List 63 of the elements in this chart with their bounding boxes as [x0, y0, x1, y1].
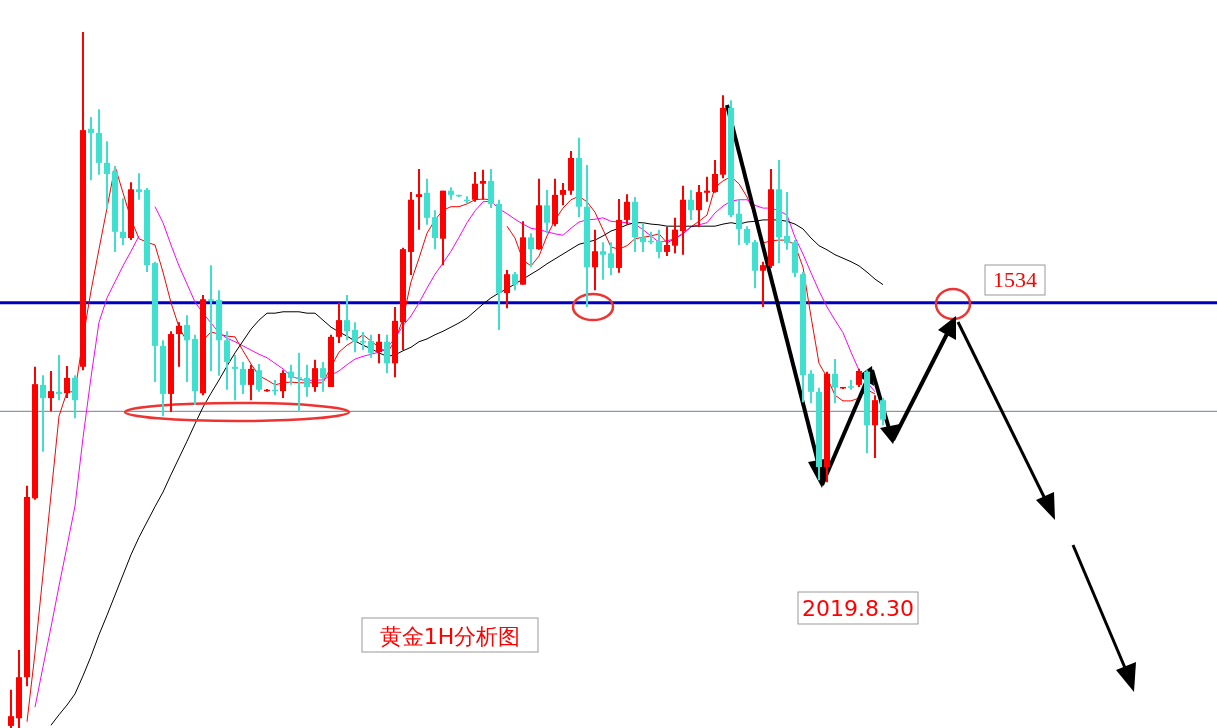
text: 1534 — [993, 267, 1037, 292]
candlestick — [232, 353, 238, 402]
candlestick — [784, 191, 790, 251]
candlestick — [256, 362, 262, 393]
candlestick — [808, 369, 814, 404]
candlestick — [320, 360, 326, 393]
text: 黄金1H分析图 — [379, 624, 521, 649]
candlestick — [832, 358, 838, 404]
candlestick — [704, 175, 710, 203]
candlestick — [48, 369, 54, 413]
candlestick — [304, 363, 310, 398]
annotation: 2019.8.30 — [802, 596, 914, 621]
candlestick — [432, 209, 438, 251]
candlestick — [344, 294, 350, 342]
candlestick — [608, 241, 614, 276]
candlestick — [672, 216, 678, 255]
candlestick — [288, 363, 294, 386]
candlestick — [744, 225, 750, 246]
candlestick — [736, 198, 742, 246]
candlestick — [120, 197, 126, 246]
candlestick — [600, 241, 606, 281]
candlestick — [360, 330, 366, 352]
candlestick — [40, 374, 46, 453]
candlestick — [640, 221, 646, 253]
candlestick — [280, 369, 286, 400]
candlestick — [224, 330, 230, 391]
candlestick — [488, 168, 494, 210]
candlestick — [472, 170, 478, 203]
candlestick — [208, 264, 214, 372]
candlestick — [336, 301, 342, 345]
candlestick — [416, 168, 422, 231]
candlestick — [376, 333, 382, 365]
candlestick — [528, 232, 534, 269]
candlestick — [592, 228, 598, 292]
candlestick — [72, 374, 78, 420]
candlestick — [88, 115, 94, 182]
candlestick — [544, 188, 550, 235]
candlestick — [176, 321, 182, 368]
candlestick — [184, 314, 190, 384]
candlestick — [296, 351, 302, 414]
candlestick — [880, 397, 886, 427]
candlestick — [384, 333, 390, 375]
candlestick — [696, 184, 702, 228]
candlestick — [760, 260, 766, 308]
candlestick — [56, 353, 62, 402]
candlestick — [624, 193, 630, 226]
candlestick — [688, 188, 694, 221]
candlestick — [64, 365, 70, 400]
candlestick — [240, 360, 246, 395]
candlestick — [312, 358, 318, 393]
candlestick — [368, 333, 374, 359]
candlestick — [104, 140, 110, 210]
candlestick — [136, 172, 142, 201]
candlestick — [248, 363, 254, 402]
candlestick — [856, 367, 862, 388]
candlestick — [8, 688, 14, 728]
candlestick — [560, 182, 566, 207]
candlestick — [656, 228, 662, 260]
candlestick — [352, 321, 358, 354]
candlestick — [504, 269, 510, 310]
candlestick — [512, 271, 518, 292]
candlestick — [480, 168, 486, 201]
candlestick — [664, 225, 670, 258]
